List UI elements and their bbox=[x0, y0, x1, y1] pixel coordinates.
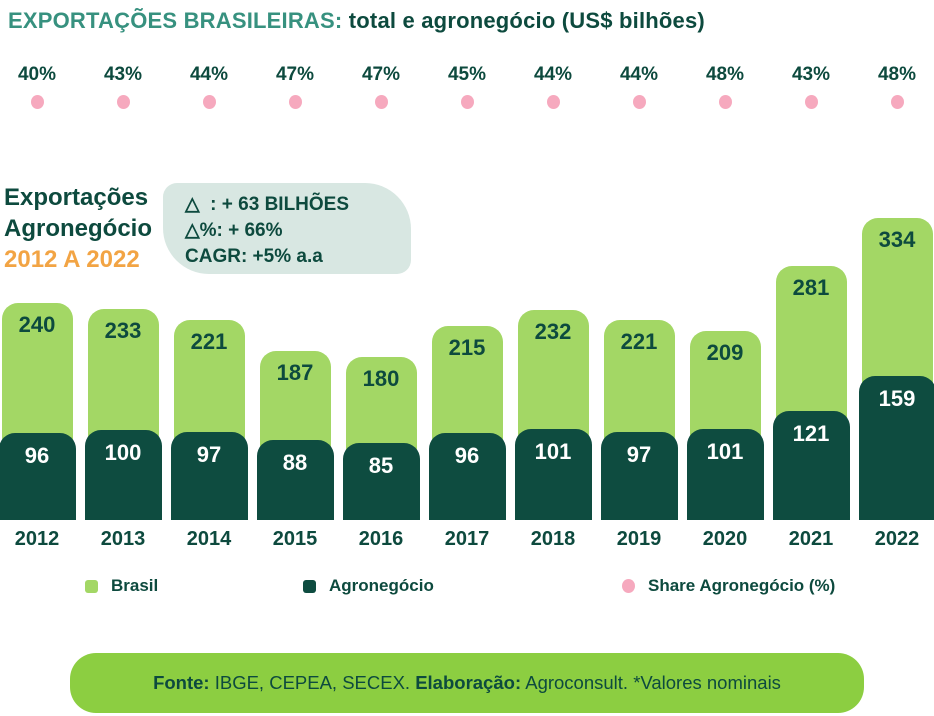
elaboracao-label: Elaboração: bbox=[415, 672, 522, 693]
year-label-2014: 2014 bbox=[186, 528, 232, 550]
fonte-label: Fonte: bbox=[153, 672, 210, 693]
brasil-value: 240 bbox=[18, 312, 56, 337]
brasil-value: 334 bbox=[878, 227, 916, 252]
legend-label: Brasil bbox=[111, 576, 159, 595]
agronegocio-bar-2014: 97 bbox=[170, 432, 248, 520]
agronegocio-bar-2013: 100 bbox=[84, 430, 162, 520]
share-value-2013: 43% bbox=[103, 64, 143, 85]
agronegocio-value: 159 bbox=[878, 386, 916, 411]
share-dot-icon bbox=[288, 95, 302, 109]
share-dot-icon bbox=[632, 95, 646, 109]
year-label-2015: 2015 bbox=[272, 528, 318, 550]
elaboracao-value: Agroconsult. *Valores nominais bbox=[521, 672, 781, 693]
agronegocio-value: 96 bbox=[24, 443, 50, 468]
source-banner: Fonte: IBGE, CEPEA, SECEX. Elaboração: A… bbox=[70, 653, 864, 713]
agronegocio-value: 101 bbox=[706, 439, 744, 464]
year-label-2016: 2016 bbox=[358, 528, 404, 550]
share-value-2021: 43% bbox=[791, 64, 831, 85]
page-title: EXPORTAÇÕES BRASILEIRAS: total e agroneg… bbox=[8, 8, 705, 34]
share-value-2019: 44% bbox=[619, 64, 659, 85]
share-dot-icon bbox=[202, 95, 216, 109]
page-title-highlight: EXPORTAÇÕES BRASILEIRAS: bbox=[8, 8, 343, 33]
share-dot-icon bbox=[30, 95, 44, 109]
annotation-line-1: Exportações bbox=[4, 184, 149, 211]
year-label-2020: 2020 bbox=[702, 528, 748, 550]
brasil-value: 187 bbox=[276, 360, 314, 385]
brasil-value: 221 bbox=[190, 329, 228, 354]
share-value-2014: 44% bbox=[189, 64, 229, 85]
agronegocio-bar-2015: 88 bbox=[256, 440, 334, 520]
share-dot-icon bbox=[622, 579, 635, 593]
agronegocio-value: 121 bbox=[792, 421, 830, 446]
share-value-2017: 45% bbox=[447, 64, 487, 85]
agronegocio-bar-2012: 96 bbox=[0, 433, 76, 520]
year-label-2018: 2018 bbox=[530, 528, 576, 550]
share-value-2018: 44% bbox=[533, 64, 573, 85]
agronegocio-value: 97 bbox=[196, 442, 222, 467]
page-title-rest: total e agronegócio (US$ bilhões) bbox=[342, 8, 705, 33]
share-dot-icon bbox=[718, 95, 732, 109]
agronegocio-bar-2016: 85 bbox=[342, 443, 420, 520]
brasil-value: 209 bbox=[706, 340, 744, 365]
share-value-2016: 47% bbox=[361, 64, 401, 85]
share-value-2012: 40% bbox=[17, 64, 57, 85]
agronegocio-value: 85 bbox=[368, 453, 394, 478]
agronegocio-value: 101 bbox=[534, 439, 572, 464]
callout-delta-pct: △%: + 66% bbox=[185, 220, 283, 241]
agronegocio-value: 96 bbox=[454, 443, 480, 468]
brasil-value: 215 bbox=[448, 335, 486, 360]
agronegocio-bar-2022: 159 bbox=[858, 376, 934, 520]
share-dot-icon bbox=[460, 95, 474, 109]
legend-item-share: Share Agronegócio (%) bbox=[622, 576, 835, 596]
agronegocio-bar-2018: 101 bbox=[514, 429, 592, 520]
brasil-swatch-icon bbox=[85, 579, 98, 593]
share-dot-icon bbox=[546, 95, 560, 109]
year-label-2021: 2021 bbox=[788, 528, 834, 550]
delta-callout: △ : + 63 BILHÕES △%: + 66% CAGR: +5% a.a bbox=[163, 183, 411, 274]
share-dot-icon bbox=[804, 95, 818, 109]
legend-label: Share Agronegócio (%) bbox=[648, 576, 836, 595]
agronegocio-bar-2019: 97 bbox=[600, 432, 678, 520]
annotation-range: 2012 A 2022 bbox=[4, 246, 140, 273]
callout-cagr: CAGR: +5% a.a bbox=[185, 246, 323, 267]
year-label-2013: 2013 bbox=[100, 528, 146, 550]
brasil-value: 233 bbox=[104, 318, 142, 343]
brasil-value: 221 bbox=[620, 329, 658, 354]
callout-delta-abs: △ : + 63 BILHÕES bbox=[185, 194, 350, 215]
share-value-2020: 48% bbox=[705, 64, 745, 85]
share-value-2022: 48% bbox=[877, 64, 917, 85]
legend-label: Agronegócio bbox=[329, 576, 434, 595]
agronegocio-bar-2020: 101 bbox=[686, 429, 764, 520]
share-dot-icon bbox=[890, 95, 904, 109]
share-dot-icon bbox=[116, 95, 130, 109]
share-dot-icon bbox=[374, 95, 388, 109]
fonte-value: IBGE, CEPEA, SECEX. bbox=[209, 672, 416, 693]
brasil-value: 281 bbox=[792, 275, 830, 300]
year-label-2019: 2019 bbox=[616, 528, 662, 550]
agronegocio-bar-2021: 121 bbox=[772, 411, 850, 520]
annotation-line-2: Agronegócio bbox=[4, 215, 152, 242]
agronegocio-value: 88 bbox=[282, 450, 308, 475]
agronegocio-bar-2017: 96 bbox=[428, 433, 506, 520]
legend-item-agronegocio: Agronegócio bbox=[303, 576, 434, 596]
brasil-value: 232 bbox=[534, 319, 572, 344]
agronegocio-value: 100 bbox=[104, 440, 142, 465]
share-value-2015: 47% bbox=[275, 64, 315, 85]
agronegocio-swatch-icon bbox=[303, 579, 316, 593]
year-label-2012: 2012 bbox=[14, 528, 60, 550]
brasil-value: 180 bbox=[362, 366, 400, 391]
agronegocio-value: 97 bbox=[626, 442, 652, 467]
chart-annotation: Exportações Agronegócio 2012 A 2022 bbox=[4, 182, 152, 275]
year-label-2022: 2022 bbox=[874, 528, 920, 550]
legend-item-brasil: Brasil bbox=[85, 576, 158, 596]
year-label-2017: 2017 bbox=[444, 528, 490, 550]
